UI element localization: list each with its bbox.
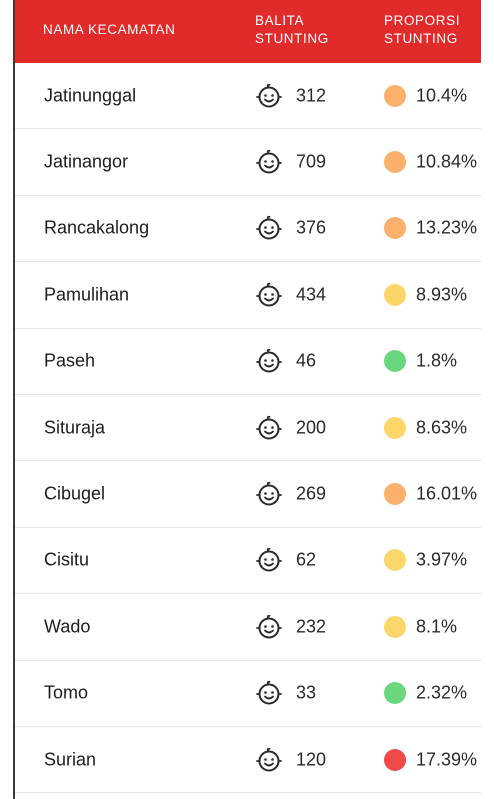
baby-face-icon xyxy=(256,348,282,374)
balita-stunting-count: 709 xyxy=(296,151,327,172)
proporsi-stunting-value: 2.32% xyxy=(416,682,468,703)
balita-stunting-count: 200 xyxy=(296,417,327,438)
proporsi-status-dot xyxy=(384,217,406,240)
kecamatan-name: Pamulihan xyxy=(44,284,130,305)
kecamatan-name: Tomo xyxy=(44,682,89,703)
header-proporsi-stunting-line2: STUNTING xyxy=(384,31,458,46)
balita-stunting-count: 312 xyxy=(296,85,327,106)
proporsi-stunting-value: 10.4% xyxy=(416,85,468,106)
proporsi-stunting-value: 16.01% xyxy=(416,483,478,504)
proporsi-status-dot xyxy=(384,615,406,638)
baby-face-icon xyxy=(256,215,282,241)
kecamatan-name: Cisitu xyxy=(44,549,90,570)
baby-face-icon xyxy=(256,547,282,573)
proporsi-status-dot xyxy=(384,151,406,174)
proporsi-status-dot xyxy=(384,483,406,506)
kecamatan-name: Rancakalong xyxy=(44,217,150,238)
proporsi-status-dot xyxy=(384,682,406,705)
proporsi-stunting-value: 3.97% xyxy=(416,549,468,570)
proporsi-stunting-value: 10.84% xyxy=(416,151,478,172)
table-row[interactable]: Tomo 33 2.32% xyxy=(15,661,481,727)
balita-stunting-count: 376 xyxy=(296,217,327,238)
kecamatan-name: Surian xyxy=(44,749,97,770)
table-body: Jatinunggal 312 10.4% Jatinangor 709 10.84% Ra… xyxy=(15,63,481,794)
balita-stunting-count: 434 xyxy=(296,284,327,305)
table-row[interactable]: Cisitu 62 3.97% xyxy=(15,528,481,595)
table-header: NAMA KECAMATAN BALITA STUNTING PROPORSI … xyxy=(15,0,481,63)
balita-stunting-count: 120 xyxy=(296,749,327,770)
balita-stunting-count: 269 xyxy=(296,483,327,504)
left-border xyxy=(13,0,15,799)
proporsi-status-dot xyxy=(384,350,406,373)
header-balita-stunting: BALITA STUNTING xyxy=(255,12,329,48)
header-proporsi-stunting-line1: PROPORSI xyxy=(384,13,461,28)
table-row[interactable]: Wado 232 8.1% xyxy=(15,594,481,661)
baby-face-icon xyxy=(256,415,282,441)
header-nama-kecamatan: NAMA KECAMATAN xyxy=(43,22,176,37)
proporsi-status-dot xyxy=(384,549,406,572)
kecamatan-name: Wado xyxy=(44,616,91,637)
baby-face-icon xyxy=(256,747,282,773)
table-row[interactable]: Paseh 46 1.8% xyxy=(15,329,481,395)
header-balita-stunting-line1: BALITA xyxy=(255,13,305,28)
stunting-table: NAMA KECAMATAN BALITA STUNTING PROPORSI … xyxy=(15,0,481,794)
balita-stunting-count: 232 xyxy=(296,616,327,637)
kecamatan-name: Jatinangor xyxy=(44,151,129,172)
proporsi-status-dot xyxy=(384,84,406,107)
proporsi-stunting-value: 13.23% xyxy=(416,217,478,238)
proporsi-status-dot xyxy=(384,416,406,439)
table-row[interactable]: Jatinunggal 312 10.4% xyxy=(15,63,481,130)
proporsi-stunting-value: 8.93% xyxy=(416,284,468,305)
balita-stunting-count: 33 xyxy=(296,682,317,703)
proporsi-stunting-value: 8.63% xyxy=(416,417,468,438)
header-balita-stunting-line2: STUNTING xyxy=(255,31,329,46)
baby-face-icon xyxy=(256,83,282,109)
kecamatan-name: Jatinunggal xyxy=(44,85,137,106)
table-row[interactable]: Situraja 200 8.63% xyxy=(15,395,481,462)
baby-face-icon xyxy=(256,614,282,640)
kecamatan-name: Cibugel xyxy=(44,483,106,504)
header-proporsi-stunting: PROPORSI STUNTING xyxy=(384,12,460,48)
table-row[interactable]: Cibugel 269 16.01% xyxy=(15,461,481,528)
proporsi-stunting-value: 1.8% xyxy=(416,350,458,371)
baby-face-icon xyxy=(256,680,282,706)
baby-face-icon xyxy=(256,282,282,308)
table-row[interactable]: Surian 120 17.39% xyxy=(15,727,481,794)
proporsi-status-dot xyxy=(384,748,406,771)
table-row[interactable]: Rancakalong 376 13.23% xyxy=(15,196,481,263)
kecamatan-name: Paseh xyxy=(44,350,96,371)
table-row[interactable]: Pamulihan 434 8.93% xyxy=(15,262,481,329)
baby-face-icon xyxy=(256,481,282,507)
proporsi-stunting-value: 17.39% xyxy=(416,749,478,770)
balita-stunting-count: 46 xyxy=(296,350,317,371)
proporsi-stunting-value: 8.1% xyxy=(416,616,458,637)
baby-face-icon xyxy=(256,149,282,175)
table-row[interactable]: Jatinangor 709 10.84% xyxy=(15,129,481,196)
balita-stunting-count: 62 xyxy=(296,549,317,570)
kecamatan-name: Situraja xyxy=(44,417,106,438)
proporsi-status-dot xyxy=(384,283,406,306)
